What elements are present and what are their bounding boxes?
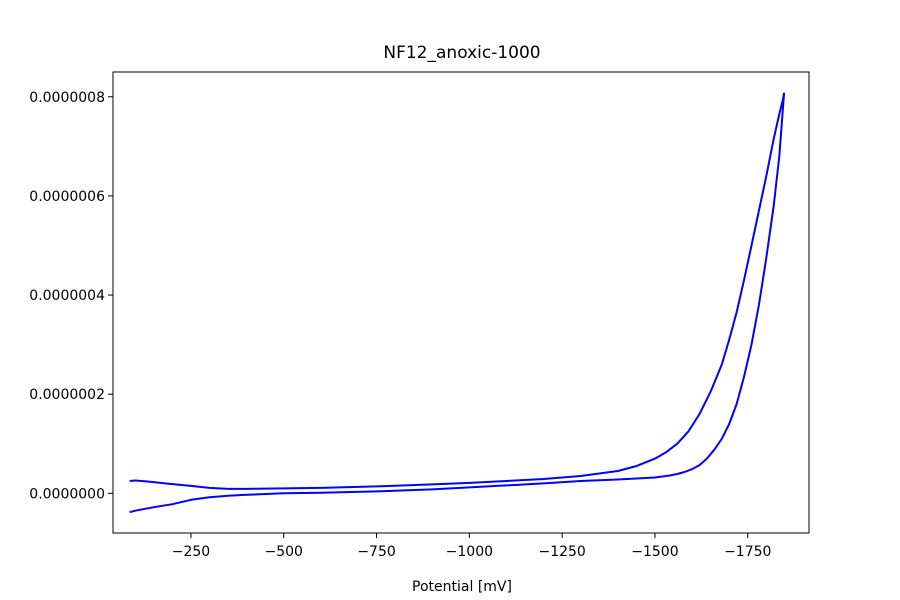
series-line-2 (129, 92, 786, 514)
y-tick-label: 0.0000002 (29, 387, 105, 403)
x-tick-label: −1500 (631, 544, 678, 560)
x-axis-ticks: −250 −500 −750 −1000 −1250 −1500 −1750 (172, 533, 771, 560)
series-line-1 (129, 92, 786, 490)
series-layer (129, 92, 786, 514)
x-tick-label: −500 (265, 544, 303, 560)
plot-frame (112, 71, 810, 534)
x-tick-label: −250 (172, 544, 210, 560)
y-tick-label: 0.0000000 (29, 486, 105, 502)
x-tick-label: −1000 (446, 544, 493, 560)
x-axis-label: Potential [mV] (412, 579, 512, 595)
y-tick-label: 0.0000006 (29, 189, 105, 205)
x-tick-label: −750 (357, 544, 395, 560)
y-tick-label: 0.0000004 (29, 288, 105, 304)
chart-title: NF12_anoxic-1000 (383, 43, 540, 63)
y-axis-ticks: 0.0000000 0.0000002 0.0000004 0.0000006 0.00… (29, 90, 113, 502)
x-tick-label: −1750 (724, 544, 771, 560)
x-tick-label: −1250 (538, 544, 585, 560)
y-tick-label: 0.0000008 (29, 90, 105, 106)
